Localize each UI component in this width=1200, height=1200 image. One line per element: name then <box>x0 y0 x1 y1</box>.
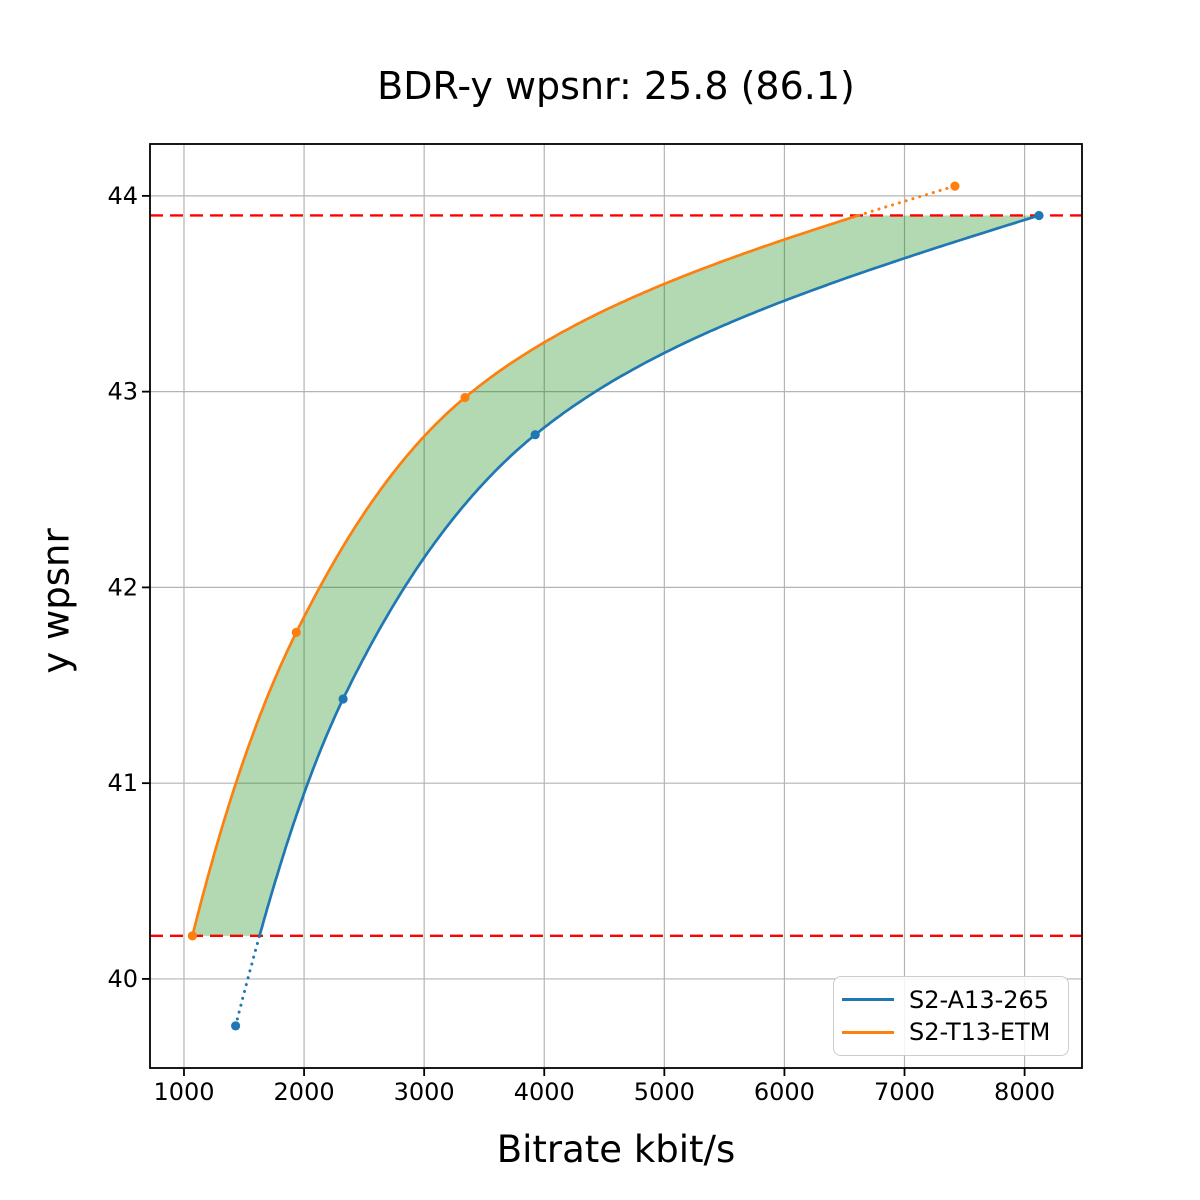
legend-entry-label: S2-A13-265 <box>909 985 1050 1014</box>
curve-s2-a13-265 <box>258 214 1040 937</box>
legend-row-s2-a13-265: S2-A13-265 <box>842 988 1058 1012</box>
data-point-s2-t13-etm <box>950 181 960 191</box>
data-point-s2-t13-etm <box>187 931 197 941</box>
data-point-s2-a13-265 <box>231 1021 241 1031</box>
legend: S2-A13-265 S2-T13-ETM <box>833 976 1069 1056</box>
x-tick-label: 4000 <box>514 1078 575 1106</box>
curve-dotted-s2-t13-etm <box>857 184 957 217</box>
x-tick-label: 6000 <box>754 1078 815 1106</box>
y-tick-label: 40 <box>107 965 138 993</box>
data-point-s2-a13-265 <box>1034 210 1044 221</box>
y-axis-label: y wpsnr <box>34 528 78 674</box>
y-tick-label: 41 <box>107 769 138 797</box>
y-tick-label: 42 <box>107 573 138 601</box>
bd-overlap-fill <box>192 215 1039 936</box>
plot-border <box>149 143 1083 1069</box>
x-tick-label: 3000 <box>394 1078 455 1106</box>
data-point-s2-t13-etm <box>460 392 470 403</box>
x-axis-label: Bitrate kbit/s <box>496 1128 736 1171</box>
x-tick-label: 8000 <box>994 1078 1055 1106</box>
y-tick-label: 44 <box>107 182 138 210</box>
y-tick-label: 43 <box>107 378 138 406</box>
curve-s2-t13-etm <box>191 214 859 937</box>
x-tick-label: 5000 <box>634 1078 695 1106</box>
legend-line-sample-blue <box>842 998 894 1002</box>
data-point-s2-a13-265 <box>530 430 540 440</box>
x-tick-label: 2000 <box>274 1078 335 1106</box>
x-tick-label: 1000 <box>153 1078 214 1106</box>
chart-title: BDR-y wpsnr: 25.8 (86.1) <box>377 64 855 108</box>
curve-dotted-s2-a13-265 <box>234 934 261 1028</box>
data-point-s2-a13-265 <box>338 694 348 704</box>
x-tick-label: 7000 <box>874 1078 935 1106</box>
legend-row-s2-t13-etm: S2-T13-ETM <box>842 1020 1058 1044</box>
data-point-s2-t13-etm <box>291 627 301 638</box>
legend-entry-label: S2-T13-ETM <box>909 1018 1051 1047</box>
legend-line-sample-orange <box>842 1030 894 1034</box>
